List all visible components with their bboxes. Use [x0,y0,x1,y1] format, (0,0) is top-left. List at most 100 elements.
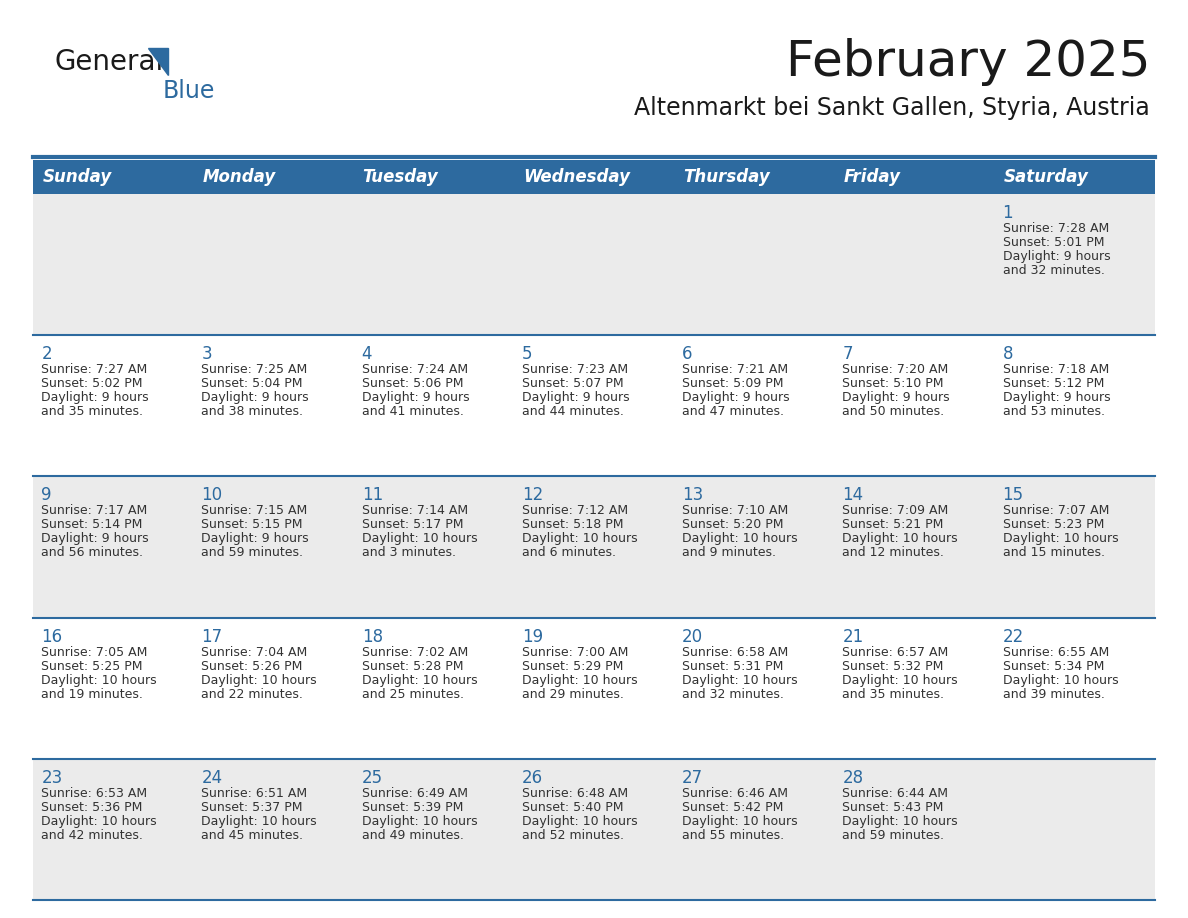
Text: and 53 minutes.: and 53 minutes. [1003,405,1105,419]
Text: Daylight: 9 hours: Daylight: 9 hours [682,391,790,404]
Text: Sunset: 5:02 PM: Sunset: 5:02 PM [42,377,143,390]
Text: Sunrise: 6:53 AM: Sunrise: 6:53 AM [42,787,147,800]
Text: Sunrise: 7:27 AM: Sunrise: 7:27 AM [42,364,147,376]
Text: Sunrise: 6:49 AM: Sunrise: 6:49 AM [361,787,468,800]
Text: Sunrise: 6:51 AM: Sunrise: 6:51 AM [202,787,308,800]
Bar [194,160,354,194]
Text: 12: 12 [522,487,543,504]
Text: and 12 minutes.: and 12 minutes. [842,546,944,559]
Text: and 39 minutes.: and 39 minutes. [1003,688,1105,700]
Text: 14: 14 [842,487,864,504]
Text: 5: 5 [522,345,532,364]
Text: Daylight: 10 hours: Daylight: 10 hours [522,815,638,828]
Text: Daylight: 10 hours: Daylight: 10 hours [1003,532,1118,545]
Bar [33,335,1155,476]
Text: 6: 6 [682,345,693,364]
Text: Sunset: 5:43 PM: Sunset: 5:43 PM [842,800,943,813]
Text: and 59 minutes.: and 59 minutes. [842,829,944,842]
Text: 8: 8 [1003,345,1013,364]
Text: Sunset: 5:04 PM: Sunset: 5:04 PM [202,377,303,390]
Text: Sunset: 5:34 PM: Sunset: 5:34 PM [1003,660,1104,673]
Text: Sunday: Sunday [43,168,112,186]
Bar [33,194,1155,335]
Text: Sunrise: 7:20 AM: Sunrise: 7:20 AM [842,364,948,376]
Text: Sunrise: 7:24 AM: Sunrise: 7:24 AM [361,364,468,376]
Text: 16: 16 [42,628,63,645]
Text: Daylight: 9 hours: Daylight: 9 hours [1003,250,1110,263]
Text: and 50 minutes.: and 50 minutes. [842,405,944,419]
Text: Daylight: 10 hours: Daylight: 10 hours [42,815,157,828]
Text: Sunset: 5:06 PM: Sunset: 5:06 PM [361,377,463,390]
Text: Daylight: 10 hours: Daylight: 10 hours [682,674,797,687]
Text: Sunset: 5:25 PM: Sunset: 5:25 PM [42,660,143,673]
Text: and 19 minutes.: and 19 minutes. [42,688,143,700]
Text: Altenmarkt bei Sankt Gallen, Styria, Austria: Altenmarkt bei Sankt Gallen, Styria, Aus… [634,96,1150,120]
Text: Daylight: 9 hours: Daylight: 9 hours [42,391,148,404]
Text: and 49 minutes.: and 49 minutes. [361,829,463,842]
Text: Daylight: 10 hours: Daylight: 10 hours [682,532,797,545]
Text: Sunrise: 7:12 AM: Sunrise: 7:12 AM [522,504,628,518]
Text: Daylight: 9 hours: Daylight: 9 hours [361,391,469,404]
Text: 28: 28 [842,768,864,787]
Text: and 35 minutes.: and 35 minutes. [842,688,944,700]
Text: Daylight: 10 hours: Daylight: 10 hours [842,532,958,545]
Text: Friday: Friday [843,168,901,186]
Text: 19: 19 [522,628,543,645]
Text: Daylight: 10 hours: Daylight: 10 hours [1003,674,1118,687]
Text: 21: 21 [842,628,864,645]
Text: Sunset: 5:01 PM: Sunset: 5:01 PM [1003,236,1104,249]
Text: 4: 4 [361,345,372,364]
Bar [834,160,994,194]
Text: Sunset: 5:37 PM: Sunset: 5:37 PM [202,800,303,813]
Text: 24: 24 [202,768,222,787]
Text: and 38 minutes.: and 38 minutes. [202,405,303,419]
Text: Sunrise: 7:23 AM: Sunrise: 7:23 AM [522,364,628,376]
Text: and 29 minutes.: and 29 minutes. [522,688,624,700]
Text: Sunrise: 7:05 AM: Sunrise: 7:05 AM [42,645,147,658]
Text: Sunset: 5:23 PM: Sunset: 5:23 PM [1003,519,1104,532]
Text: 17: 17 [202,628,222,645]
Text: Daylight: 9 hours: Daylight: 9 hours [202,391,309,404]
Text: Sunrise: 6:46 AM: Sunrise: 6:46 AM [682,787,788,800]
Text: Daylight: 10 hours: Daylight: 10 hours [361,532,478,545]
Text: Saturday: Saturday [1004,168,1088,186]
Bar [33,160,194,194]
Text: Sunrise: 6:57 AM: Sunrise: 6:57 AM [842,645,948,658]
Text: and 42 minutes.: and 42 minutes. [42,829,143,842]
Text: and 3 minutes.: and 3 minutes. [361,546,456,559]
Text: 23: 23 [42,768,63,787]
Text: and 22 minutes.: and 22 minutes. [202,688,303,700]
Text: Daylight: 9 hours: Daylight: 9 hours [1003,391,1110,404]
Text: Sunset: 5:15 PM: Sunset: 5:15 PM [202,519,303,532]
Text: Sunset: 5:28 PM: Sunset: 5:28 PM [361,660,463,673]
Text: and 59 minutes.: and 59 minutes. [202,546,303,559]
Text: Sunrise: 7:04 AM: Sunrise: 7:04 AM [202,645,308,658]
Text: Sunset: 5:20 PM: Sunset: 5:20 PM [682,519,784,532]
Text: Blue: Blue [163,79,215,103]
Bar [674,160,834,194]
Text: Sunrise: 6:48 AM: Sunrise: 6:48 AM [522,787,628,800]
Text: and 52 minutes.: and 52 minutes. [522,829,624,842]
Text: Thursday: Thursday [683,168,770,186]
Text: Sunrise: 7:15 AM: Sunrise: 7:15 AM [202,504,308,518]
Text: Sunrise: 7:17 AM: Sunrise: 7:17 AM [42,504,147,518]
Bar [354,160,514,194]
Text: Daylight: 10 hours: Daylight: 10 hours [842,815,958,828]
Text: 27: 27 [682,768,703,787]
Text: 9: 9 [42,487,52,504]
Text: Daylight: 10 hours: Daylight: 10 hours [522,674,638,687]
Text: and 45 minutes.: and 45 minutes. [202,829,303,842]
Text: 7: 7 [842,345,853,364]
Text: Sunrise: 7:02 AM: Sunrise: 7:02 AM [361,645,468,658]
Text: Sunset: 5:32 PM: Sunset: 5:32 PM [842,660,943,673]
Text: Sunrise: 7:25 AM: Sunrise: 7:25 AM [202,364,308,376]
Text: Daylight: 10 hours: Daylight: 10 hours [361,674,478,687]
Text: and 44 minutes.: and 44 minutes. [522,405,624,419]
Text: and 35 minutes.: and 35 minutes. [42,405,144,419]
Text: Sunset: 5:09 PM: Sunset: 5:09 PM [682,377,784,390]
Text: Daylight: 9 hours: Daylight: 9 hours [42,532,148,545]
Text: Sunset: 5:10 PM: Sunset: 5:10 PM [842,377,943,390]
Text: and 15 minutes.: and 15 minutes. [1003,546,1105,559]
Text: Daylight: 9 hours: Daylight: 9 hours [522,391,630,404]
Text: Daylight: 10 hours: Daylight: 10 hours [361,815,478,828]
